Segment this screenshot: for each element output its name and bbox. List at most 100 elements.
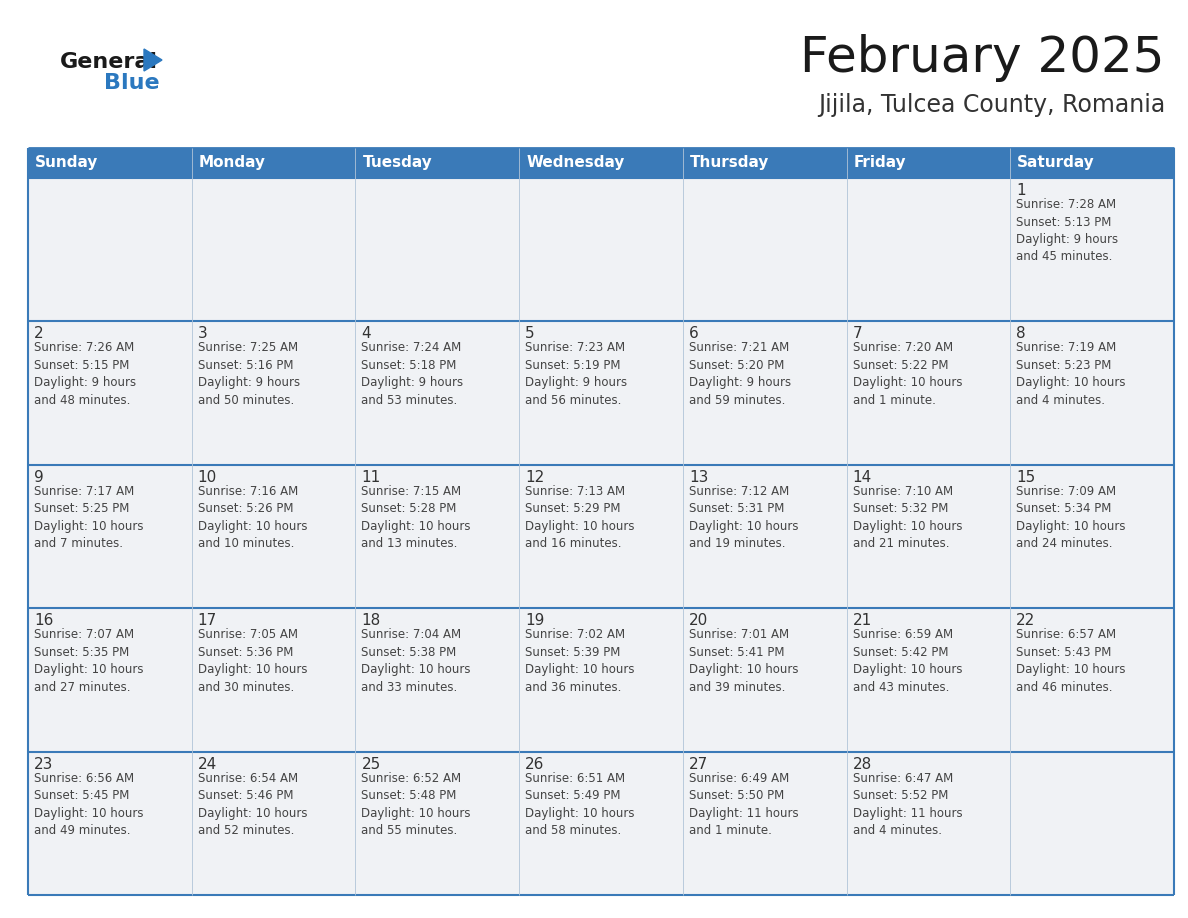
Bar [191,752,355,895]
Text: 20: 20 [689,613,708,628]
Text: 14: 14 [853,470,872,485]
Polygon shape [144,49,162,71]
Text: 18: 18 [361,613,380,628]
Bar [191,609,355,752]
Bar [847,465,1010,609]
Text: Sunrise: 6:47 AM
Sunset: 5:52 PM
Daylight: 11 hours
and 4 minutes.: Sunrise: 6:47 AM Sunset: 5:52 PM Dayligh… [853,772,962,837]
Text: 21: 21 [853,613,872,628]
Bar [1010,321,1174,465]
Text: Sunrise: 7:24 AM
Sunset: 5:18 PM
Daylight: 9 hours
and 53 minutes.: Sunrise: 7:24 AM Sunset: 5:18 PM Dayligh… [361,341,463,407]
Bar [519,178,683,321]
Text: 3: 3 [197,327,208,341]
Text: Thursday: Thursday [690,155,770,171]
Text: Sunrise: 6:56 AM
Sunset: 5:45 PM
Daylight: 10 hours
and 49 minutes.: Sunrise: 6:56 AM Sunset: 5:45 PM Dayligh… [34,772,144,837]
Text: Sunday: Sunday [34,155,99,171]
Text: Saturday: Saturday [1017,155,1095,171]
Text: February 2025: February 2025 [801,34,1165,82]
Text: 22: 22 [1016,613,1036,628]
Text: 11: 11 [361,470,380,485]
Text: Sunrise: 7:02 AM
Sunset: 5:39 PM
Daylight: 10 hours
and 36 minutes.: Sunrise: 7:02 AM Sunset: 5:39 PM Dayligh… [525,628,634,694]
Text: 7: 7 [853,327,862,341]
Bar [847,609,1010,752]
Bar [683,321,847,465]
Bar [29,178,191,321]
Text: Sunrise: 7:28 AM
Sunset: 5:13 PM
Daylight: 9 hours
and 45 minutes.: Sunrise: 7:28 AM Sunset: 5:13 PM Dayligh… [1016,198,1118,263]
Bar [1010,609,1174,752]
Bar [191,321,355,465]
Text: Sunrise: 7:25 AM
Sunset: 5:16 PM
Daylight: 9 hours
and 50 minutes.: Sunrise: 7:25 AM Sunset: 5:16 PM Dayligh… [197,341,299,407]
Text: 8: 8 [1016,327,1026,341]
Bar [355,178,519,321]
Bar [29,148,1174,178]
Text: Sunrise: 7:07 AM
Sunset: 5:35 PM
Daylight: 10 hours
and 27 minutes.: Sunrise: 7:07 AM Sunset: 5:35 PM Dayligh… [34,628,144,694]
Bar [355,465,519,609]
Text: 10: 10 [197,470,217,485]
Text: 26: 26 [525,756,544,772]
Bar [1010,465,1174,609]
Bar [355,321,519,465]
Text: General: General [61,52,158,72]
Bar [519,752,683,895]
Text: Wednesday: Wednesday [526,155,625,171]
Text: 23: 23 [34,756,53,772]
Bar [519,465,683,609]
Bar [355,609,519,752]
Text: Sunrise: 7:05 AM
Sunset: 5:36 PM
Daylight: 10 hours
and 30 minutes.: Sunrise: 7:05 AM Sunset: 5:36 PM Dayligh… [197,628,308,694]
Text: 24: 24 [197,756,217,772]
Text: Sunrise: 7:16 AM
Sunset: 5:26 PM
Daylight: 10 hours
and 10 minutes.: Sunrise: 7:16 AM Sunset: 5:26 PM Dayligh… [197,485,308,550]
Bar [683,609,847,752]
Bar [1010,752,1174,895]
Bar [29,752,191,895]
Bar [355,752,519,895]
Bar [1010,178,1174,321]
Text: Sunrise: 7:01 AM
Sunset: 5:41 PM
Daylight: 10 hours
and 39 minutes.: Sunrise: 7:01 AM Sunset: 5:41 PM Dayligh… [689,628,798,694]
Bar [191,178,355,321]
Text: Sunrise: 6:54 AM
Sunset: 5:46 PM
Daylight: 10 hours
and 52 minutes.: Sunrise: 6:54 AM Sunset: 5:46 PM Dayligh… [197,772,308,837]
Text: Sunrise: 7:15 AM
Sunset: 5:28 PM
Daylight: 10 hours
and 13 minutes.: Sunrise: 7:15 AM Sunset: 5:28 PM Dayligh… [361,485,470,550]
Text: Sunrise: 6:59 AM
Sunset: 5:42 PM
Daylight: 10 hours
and 43 minutes.: Sunrise: 6:59 AM Sunset: 5:42 PM Dayligh… [853,628,962,694]
Text: 9: 9 [34,470,44,485]
Text: Sunrise: 7:19 AM
Sunset: 5:23 PM
Daylight: 10 hours
and 4 minutes.: Sunrise: 7:19 AM Sunset: 5:23 PM Dayligh… [1016,341,1126,407]
Text: Blue: Blue [105,73,159,93]
Text: Sunrise: 7:10 AM
Sunset: 5:32 PM
Daylight: 10 hours
and 21 minutes.: Sunrise: 7:10 AM Sunset: 5:32 PM Dayligh… [853,485,962,550]
Text: Sunrise: 6:52 AM
Sunset: 5:48 PM
Daylight: 10 hours
and 55 minutes.: Sunrise: 6:52 AM Sunset: 5:48 PM Dayligh… [361,772,470,837]
Text: 19: 19 [525,613,544,628]
Text: 2: 2 [34,327,44,341]
Bar [683,752,847,895]
Bar [519,321,683,465]
Text: Sunrise: 7:13 AM
Sunset: 5:29 PM
Daylight: 10 hours
and 16 minutes.: Sunrise: 7:13 AM Sunset: 5:29 PM Dayligh… [525,485,634,550]
Text: 17: 17 [197,613,217,628]
Bar [191,465,355,609]
Text: Sunrise: 6:57 AM
Sunset: 5:43 PM
Daylight: 10 hours
and 46 minutes.: Sunrise: 6:57 AM Sunset: 5:43 PM Dayligh… [1016,628,1126,694]
Bar [683,178,847,321]
Text: Sunrise: 7:04 AM
Sunset: 5:38 PM
Daylight: 10 hours
and 33 minutes.: Sunrise: 7:04 AM Sunset: 5:38 PM Dayligh… [361,628,470,694]
Text: 1: 1 [1016,183,1026,198]
Bar [29,321,191,465]
Text: Sunrise: 7:21 AM
Sunset: 5:20 PM
Daylight: 9 hours
and 59 minutes.: Sunrise: 7:21 AM Sunset: 5:20 PM Dayligh… [689,341,791,407]
Text: 15: 15 [1016,470,1036,485]
Text: 6: 6 [689,327,699,341]
Text: Sunrise: 7:09 AM
Sunset: 5:34 PM
Daylight: 10 hours
and 24 minutes.: Sunrise: 7:09 AM Sunset: 5:34 PM Dayligh… [1016,485,1126,550]
Text: Jijila, Tulcea County, Romania: Jijila, Tulcea County, Romania [817,93,1165,117]
Text: 5: 5 [525,327,535,341]
Text: 16: 16 [34,613,53,628]
Text: 28: 28 [853,756,872,772]
Text: Monday: Monday [198,155,266,171]
Bar [683,465,847,609]
Bar [519,609,683,752]
Text: Sunrise: 7:12 AM
Sunset: 5:31 PM
Daylight: 10 hours
and 19 minutes.: Sunrise: 7:12 AM Sunset: 5:31 PM Dayligh… [689,485,798,550]
Bar [847,178,1010,321]
Bar [847,752,1010,895]
Text: 25: 25 [361,756,380,772]
Text: 12: 12 [525,470,544,485]
Bar [847,321,1010,465]
Text: Sunrise: 7:17 AM
Sunset: 5:25 PM
Daylight: 10 hours
and 7 minutes.: Sunrise: 7:17 AM Sunset: 5:25 PM Dayligh… [34,485,144,550]
Text: Sunrise: 7:26 AM
Sunset: 5:15 PM
Daylight: 9 hours
and 48 minutes.: Sunrise: 7:26 AM Sunset: 5:15 PM Dayligh… [34,341,137,407]
Text: 13: 13 [689,470,708,485]
Text: 4: 4 [361,327,371,341]
Text: Sunrise: 7:23 AM
Sunset: 5:19 PM
Daylight: 9 hours
and 56 minutes.: Sunrise: 7:23 AM Sunset: 5:19 PM Dayligh… [525,341,627,407]
Text: Sunrise: 6:49 AM
Sunset: 5:50 PM
Daylight: 11 hours
and 1 minute.: Sunrise: 6:49 AM Sunset: 5:50 PM Dayligh… [689,772,798,837]
Text: Sunrise: 7:20 AM
Sunset: 5:22 PM
Daylight: 10 hours
and 1 minute.: Sunrise: 7:20 AM Sunset: 5:22 PM Dayligh… [853,341,962,407]
Text: Tuesday: Tuesday [362,155,432,171]
Bar [29,609,191,752]
